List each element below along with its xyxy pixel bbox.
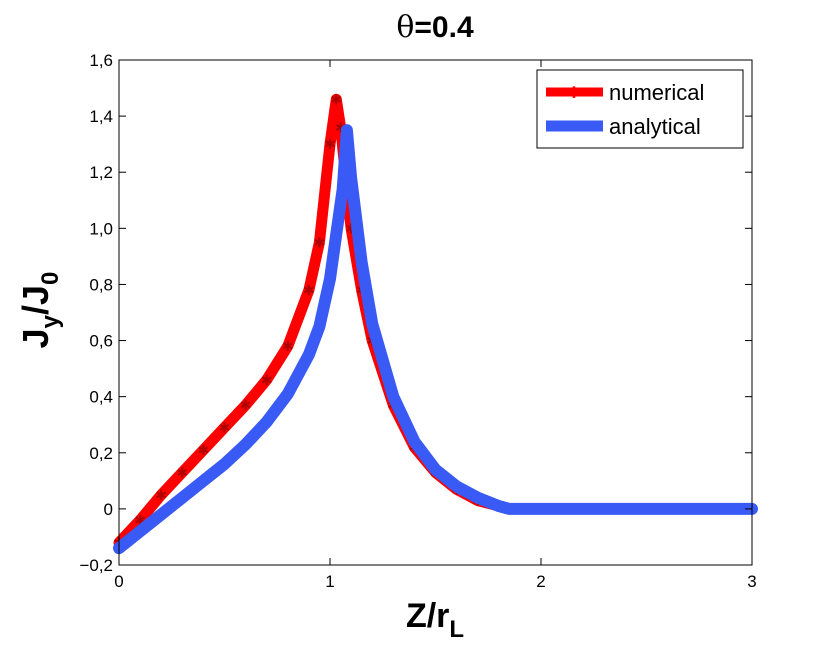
y-axis-title-j: J — [15, 328, 56, 348]
series-marker-numerical: ✱ — [335, 119, 347, 135]
y-tick-label: 1,6 — [89, 51, 113, 70]
x-tick-label: 2 — [536, 572, 545, 591]
x-tick-label: 1 — [325, 572, 334, 591]
y-tick-label: 0 — [104, 500, 113, 519]
y-tick-label: 0,6 — [89, 332, 113, 351]
x-axis-title-sub: L — [449, 616, 464, 643]
labels-layer: θ=0.4 Z/rL Jy/J0 — [15, 10, 474, 643]
y-tick-label: 0,4 — [89, 388, 113, 407]
x-tick-label: 0 — [114, 572, 123, 591]
axes-layer: 0 1 2 3−0,200,20,40,60,81,01,21,41,6 — [79, 51, 756, 591]
y-tick-label: 1,4 — [89, 107, 113, 126]
legend-marker-numerical: ✱ — [567, 85, 580, 102]
series-marker-numerical: ✱ — [155, 487, 167, 503]
series-marker-numerical: ✱ — [303, 282, 315, 298]
y-axis-title-slash-j: /J — [15, 285, 56, 315]
y-axis-title: Jy/J0 — [15, 272, 64, 349]
series-marker-numerical: ✱ — [324, 136, 336, 152]
series-marker-numerical: ✱ — [176, 464, 188, 480]
series-marker-numerical: ✱ — [240, 397, 252, 413]
legend: ✱ numerical analytical — [536, 69, 744, 149]
series-marker-numerical: ✱ — [198, 442, 210, 458]
x-tick-label: 3 — [747, 572, 756, 591]
series-layer: ✱✱✱✱✱✱✱✱✱✱✱✱✱✱✱✱✱✱✱✱✱✱ ✱✱✱ ✱ ✱ ✱ ✱ ✱ ✱ — [113, 91, 758, 555]
series-marker-numerical: ✱ — [134, 512, 146, 528]
y-tick-label: 0,8 — [89, 275, 113, 294]
series-marker-numerical: ✱ — [282, 338, 294, 354]
series-marker-numerical: ✱ — [219, 420, 231, 436]
chart-title-value: =0.4 — [414, 11, 474, 44]
series-line-analytical — [113, 124, 758, 555]
series-marker-numerical: ✱ — [314, 234, 326, 250]
legend-label-analytical: analytical — [609, 114, 701, 139]
plot-frame — [118, 59, 753, 566]
y-axis-title-sub-0: 0 — [37, 272, 64, 285]
chart-title: θ=0.4 — [396, 10, 474, 45]
y-tick-label: −0,2 — [79, 556, 113, 575]
x-axis-title: Z/rL — [406, 597, 464, 643]
series-marker-numerical: ✱ — [261, 372, 273, 388]
y-tick-label: 1,0 — [89, 219, 113, 238]
y-tick-label: 1,2 — [89, 163, 113, 182]
legend-box — [536, 69, 744, 149]
chart-title-prefix: θ — [396, 10, 414, 45]
y-axis-title-sub-y: y — [37, 314, 64, 328]
legend-label-numerical: numerical — [609, 80, 704, 105]
series-marker-numerical: ✱ — [345, 220, 357, 236]
y-tick-label: 0,2 — [89, 444, 113, 463]
x-axis-title-main: Z/r — [406, 597, 449, 635]
series-marker-numerical: ✱ — [330, 91, 342, 107]
